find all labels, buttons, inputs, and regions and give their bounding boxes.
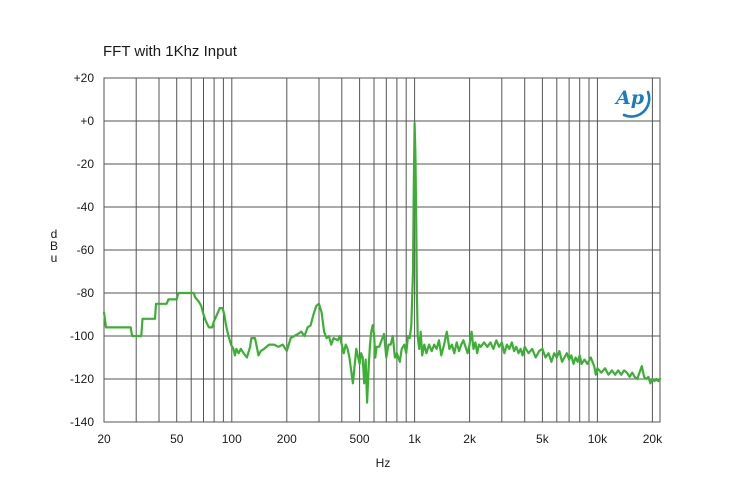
y-tick-label: -100 [70, 329, 94, 343]
x-tick-label: 20k [643, 432, 663, 446]
x-tick-label: 2k [463, 432, 477, 446]
x-tick-label: 200 [277, 432, 297, 446]
plot-frame [103, 77, 661, 423]
x-tick-label: 50 [170, 432, 184, 446]
y-tick-label: -20 [77, 157, 95, 171]
y-tick-label: -60 [77, 243, 95, 257]
y-tick-label: -80 [77, 286, 95, 300]
y-tick-label: -120 [70, 372, 94, 386]
x-tick-label: 1k [408, 432, 422, 446]
ap-logo: Ap [614, 87, 651, 118]
chart-title: FFT with 1Khz Input [103, 43, 238, 60]
grid [104, 77, 660, 423]
y-tick-label: +20 [74, 71, 95, 85]
x-axis-ticks: 20 50 100 200 500 1k 2k 5k 10k 20k [97, 432, 663, 446]
x-tick-label: 5k [536, 432, 550, 446]
logo-mark: Ap [614, 87, 645, 109]
y-tick-label: +0 [80, 114, 94, 128]
x-tick-label: 100 [222, 432, 242, 446]
x-tick-label: 500 [350, 432, 370, 446]
series-line [102, 122, 662, 404]
y-tick-label: -140 [70, 415, 94, 429]
logo-swoosh [622, 90, 651, 118]
y-tick-label: -40 [77, 200, 95, 214]
x-tick-label: 10k [588, 432, 608, 446]
x-axis-label: Hz [376, 456, 391, 470]
x-tick-label: 20 [97, 432, 111, 446]
y-axis-ticks: +20 +0 -20 -40 -60 -80 -100 -120 -140 [70, 71, 94, 429]
